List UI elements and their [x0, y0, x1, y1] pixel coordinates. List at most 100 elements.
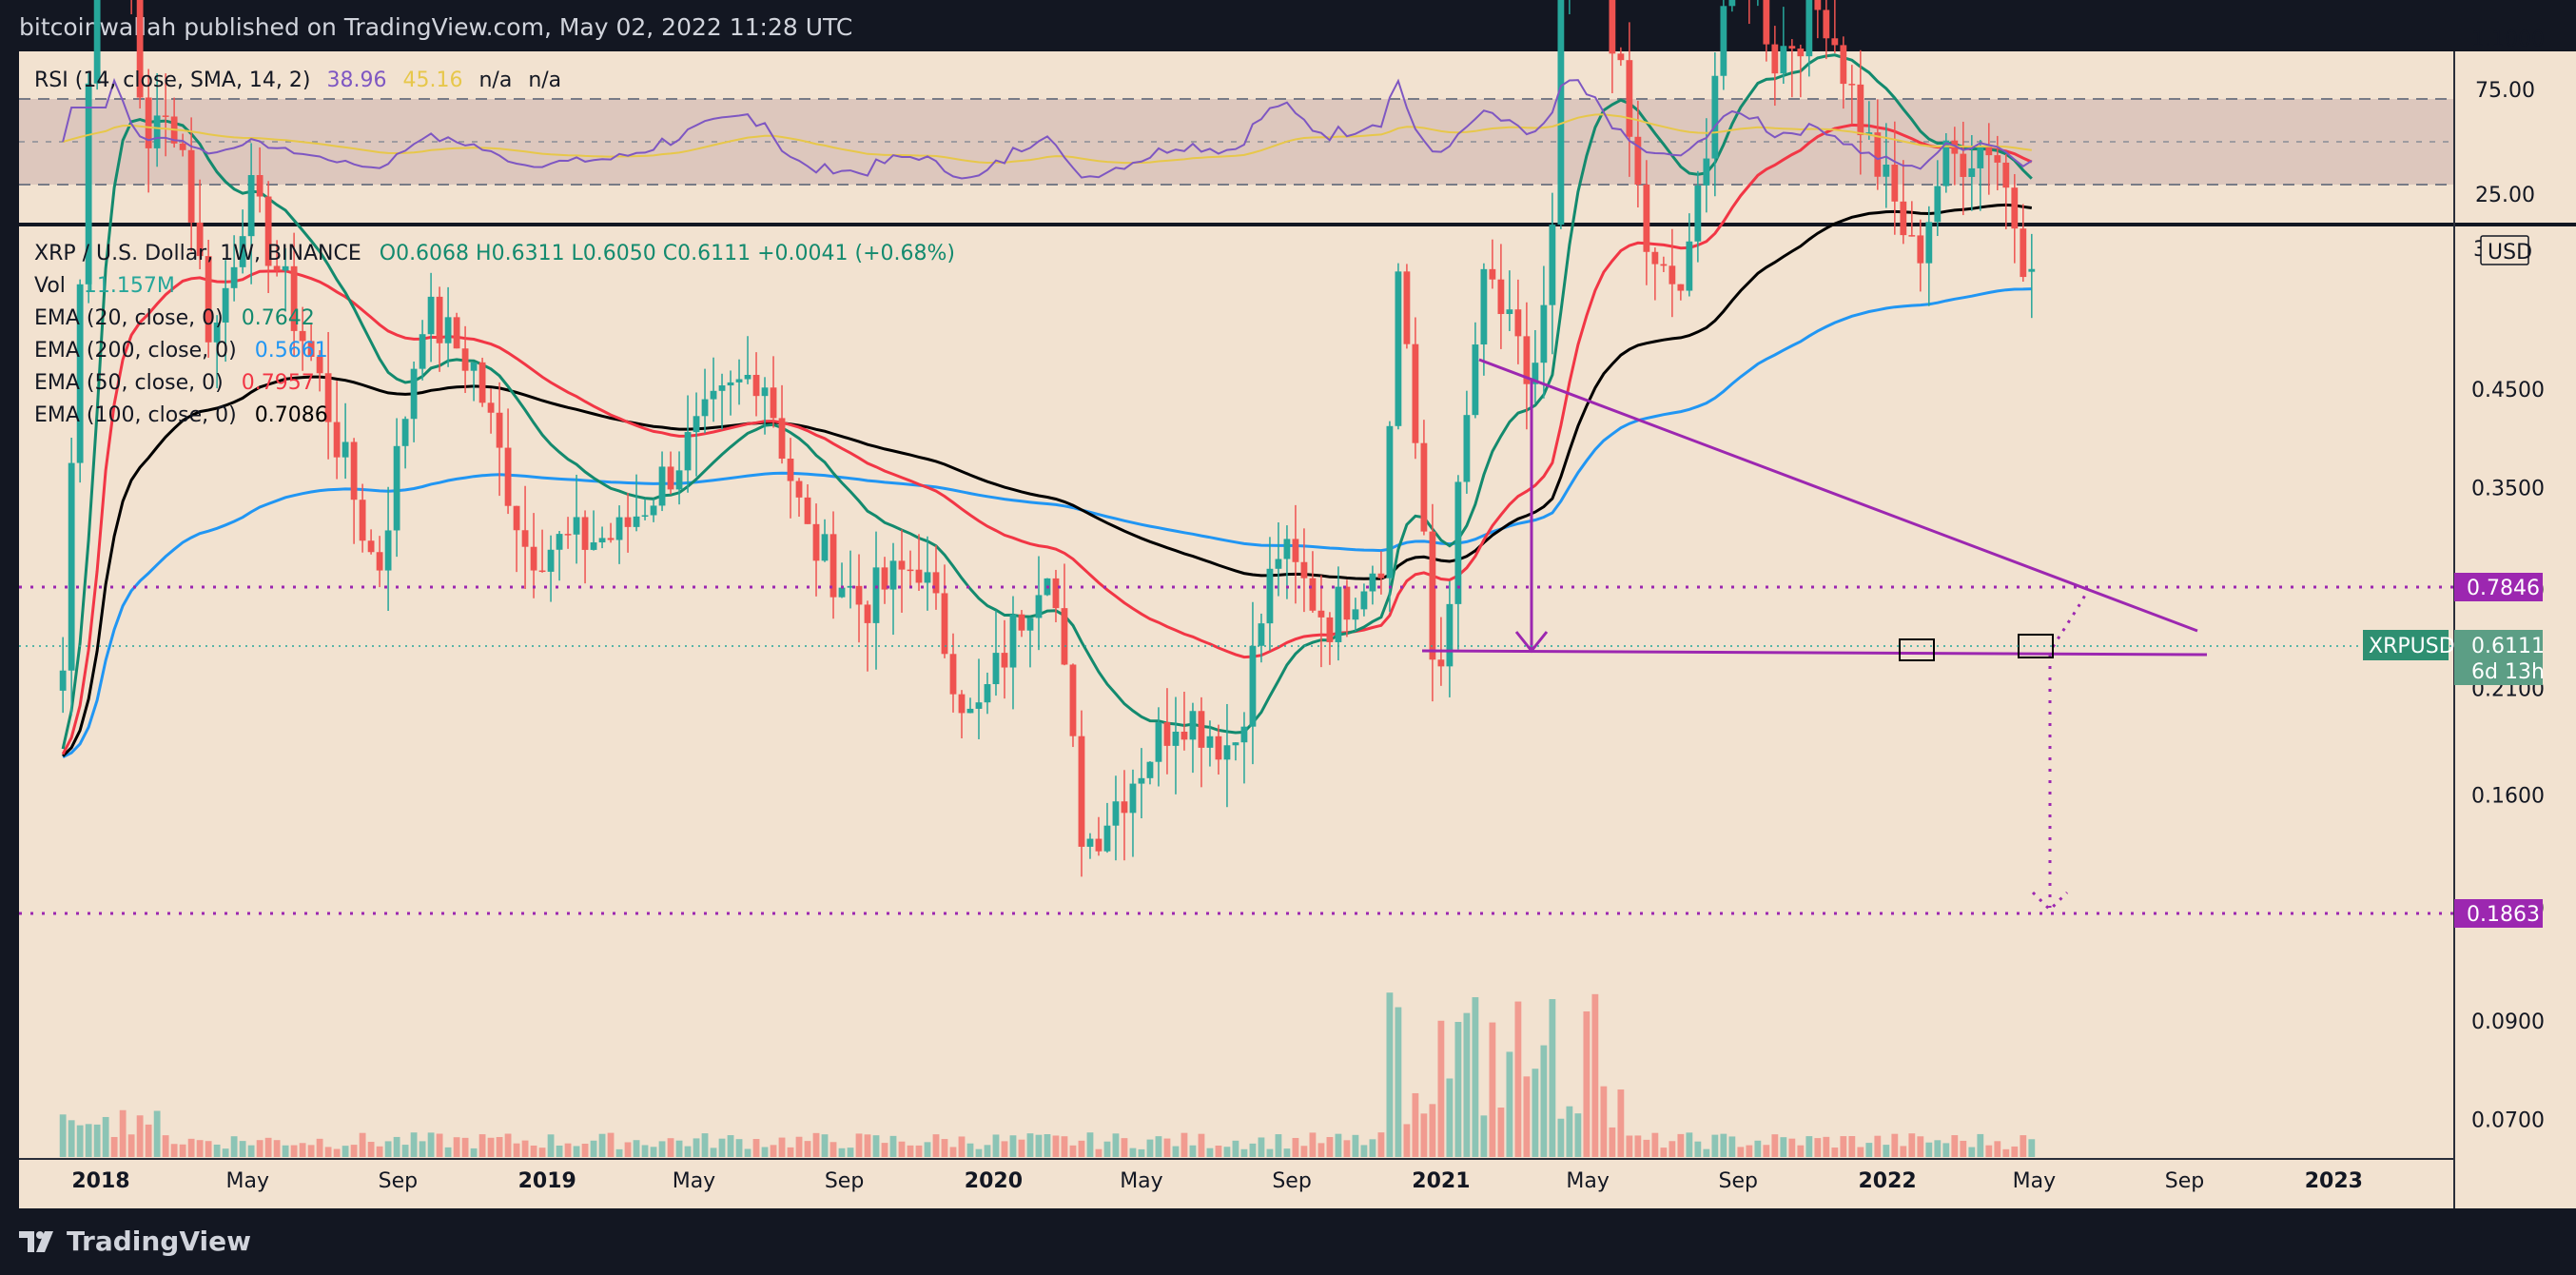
volume-bar — [1018, 1139, 1025, 1157]
volume-bar — [949, 1147, 957, 1157]
volume-bar — [384, 1141, 392, 1157]
candle-body — [1446, 603, 1454, 667]
price-axis[interactable]: 2.70002.10001.50001.10000.45000.35000.27… — [2471, 0, 2545, 1133]
volume-bar — [573, 1146, 580, 1157]
candle-body — [941, 593, 948, 655]
volume-bar — [1317, 1143, 1325, 1157]
candle-body — [795, 481, 803, 498]
volume-bar — [333, 1148, 341, 1157]
tradingview-logo[interactable]: TradingView — [19, 1226, 251, 1257]
volume-bar — [316, 1138, 323, 1157]
candle-body — [1831, 38, 1839, 46]
candle-body — [2002, 162, 2010, 188]
candle-body — [1660, 264, 1668, 266]
candle-body — [872, 567, 880, 623]
candle-body — [1095, 838, 1103, 852]
rsi-lines — [62, 77, 2033, 180]
time-tick-label: May — [1120, 1169, 1162, 1193]
candle-body — [1369, 573, 1376, 592]
candle-body — [1052, 578, 1060, 609]
candle-body — [1489, 268, 1496, 280]
candle-body — [1172, 731, 1180, 746]
candle-body — [1420, 442, 1428, 532]
candle-body — [864, 604, 871, 623]
candle-body — [984, 684, 991, 703]
candle-body — [581, 517, 589, 550]
volume-bar — [521, 1140, 529, 1157]
pane-divider — [0, 223, 2576, 226]
volume-bar — [230, 1136, 238, 1157]
candle-body — [2028, 268, 2036, 272]
candle-body — [427, 296, 435, 335]
volume-bar — [1078, 1140, 1085, 1157]
candle-body — [1283, 539, 1291, 559]
volume-bar — [1266, 1148, 1274, 1157]
price-pane-background — [19, 226, 2454, 1159]
volume-bar — [727, 1135, 734, 1157]
candle-body — [547, 549, 555, 572]
candle-body — [410, 368, 418, 420]
volume-bar — [1805, 1136, 1813, 1157]
volume-bar — [367, 1142, 375, 1157]
volume-bar — [256, 1140, 263, 1157]
ema50-value: 0.7957 — [242, 371, 315, 395]
publish-header: bitcoinwallah published on TradingView.c… — [0, 0, 2576, 51]
volume-bar — [1454, 1021, 1462, 1157]
candle-body — [966, 708, 974, 714]
volume-bar — [1044, 1133, 1051, 1157]
volume-bar — [1163, 1138, 1171, 1157]
volume-bar — [1232, 1140, 1239, 1157]
volume-bar — [564, 1143, 572, 1157]
candle-body — [76, 284, 84, 463]
volume-bar — [187, 1138, 195, 1157]
volume-bar — [324, 1147, 332, 1157]
ema50-label: EMA (50, close, 0) — [34, 371, 224, 395]
candle-body — [590, 542, 597, 550]
candle-body — [1900, 201, 1907, 236]
volume-bar — [1566, 1106, 1573, 1157]
candle-body — [350, 441, 358, 500]
volume-bar — [1532, 1069, 1539, 1157]
volume-bar — [735, 1139, 743, 1157]
volume-bar — [1583, 1010, 1590, 1157]
volume-bar — [1908, 1133, 1916, 1157]
volume-bar — [530, 1145, 537, 1157]
candle-body — [641, 515, 649, 517]
volume-bar — [470, 1148, 478, 1157]
volume-bar — [693, 1138, 700, 1157]
volume-bar — [170, 1144, 178, 1157]
candle-body — [573, 517, 580, 535]
candle-body — [564, 534, 572, 536]
candle-body — [1155, 722, 1162, 762]
candle-body — [812, 523, 820, 561]
volume-bar — [145, 1124, 152, 1157]
volume-bar — [821, 1134, 829, 1157]
time-axis[interactable]: 2018 May Sep 2019 May Sep 2020 May Sep 2021 May Sep… — [71, 1169, 2363, 1193]
candle-body — [1609, 0, 1616, 54]
price-tag-countdown: 6d 13h — [2471, 660, 2545, 684]
volume-bar — [419, 1141, 426, 1157]
candle-body — [282, 265, 289, 271]
vol-label: Vol — [34, 274, 66, 298]
volume-bar — [1737, 1147, 1745, 1157]
candle-body — [727, 382, 734, 386]
volume-bar — [1557, 1118, 1565, 1157]
currency-badge[interactable]: USD — [2480, 235, 2532, 265]
time-tick-label: Sep — [825, 1169, 864, 1193]
candle-body — [829, 534, 837, 598]
volume-bar — [538, 1148, 546, 1157]
candle-body — [342, 441, 349, 458]
price-tick-label: 0.3500 — [2471, 478, 2545, 501]
volume-bar — [478, 1134, 486, 1157]
volume-bar — [93, 1124, 101, 1157]
volume-bar — [342, 1146, 349, 1157]
candle-body — [85, 83, 92, 284]
volume-bar — [496, 1136, 503, 1157]
volume-bar — [829, 1142, 837, 1157]
volume-bar — [307, 1145, 315, 1157]
candle-body — [1300, 561, 1308, 579]
volume-bar — [1660, 1148, 1668, 1157]
candle-body — [316, 356, 323, 374]
candle-body — [478, 362, 486, 403]
